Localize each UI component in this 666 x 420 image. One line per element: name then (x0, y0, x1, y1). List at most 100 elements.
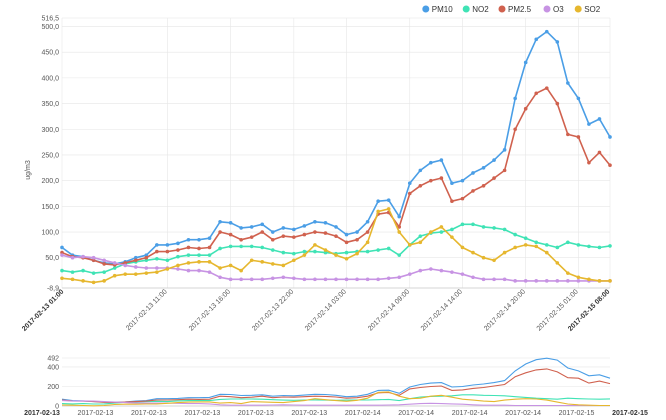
data-point-pm10[interactable] (460, 178, 465, 183)
data-point-pm10[interactable] (60, 245, 64, 250)
data-point-pm10[interactable] (397, 214, 402, 219)
data-point-o3[interactable] (492, 277, 496, 282)
data-point-no2[interactable] (587, 244, 591, 249)
legend-item-o3[interactable]: O3 (543, 5, 565, 14)
data-point-o3[interactable] (239, 277, 243, 282)
data-point-pm25[interactable] (418, 183, 423, 188)
data-point-o3[interactable] (513, 279, 517, 283)
data-point-pm25[interactable] (534, 91, 539, 96)
data-point-pm25[interactable] (587, 160, 591, 165)
data-point-pm25[interactable] (566, 132, 570, 137)
data-point-pm10[interactable] (165, 243, 170, 247)
data-point-o3[interactable] (302, 277, 307, 282)
data-point-pm10[interactable] (302, 224, 307, 228)
data-point-no2[interactable] (60, 268, 64, 273)
data-point-so2[interactable] (386, 207, 391, 211)
data-point-no2[interactable] (597, 245, 602, 250)
data-point-pm25[interactable] (344, 240, 349, 245)
data-point-so2[interactable] (597, 279, 602, 283)
data-point-so2[interactable] (197, 260, 201, 264)
data-point-so2[interactable] (176, 263, 180, 268)
data-point-no2[interactable] (270, 248, 275, 252)
data-point-no2[interactable] (91, 271, 96, 275)
data-point-no2[interactable] (460, 222, 465, 227)
data-point-no2[interactable] (112, 266, 117, 270)
data-point-so2[interactable] (608, 279, 612, 283)
data-point-so2[interactable] (407, 243, 412, 247)
data-point-pm25[interactable] (197, 246, 201, 251)
data-point-pm25[interactable] (91, 258, 96, 263)
data-point-o3[interactable] (313, 277, 317, 282)
data-point-pm10[interactable] (376, 199, 380, 204)
data-point-no2[interactable] (218, 246, 222, 251)
data-point-pm25[interactable] (155, 249, 159, 254)
data-point-no2[interactable] (566, 240, 570, 245)
data-point-pm10[interactable] (407, 181, 412, 186)
data-point-pm25[interactable] (555, 101, 560, 106)
data-point-pm25[interactable] (228, 232, 233, 237)
data-point-so2[interactable] (123, 272, 128, 276)
data-point-no2[interactable] (450, 227, 454, 232)
data-point-so2[interactable] (70, 277, 75, 282)
data-point-pm10[interactable] (481, 166, 486, 170)
data-point-o3[interactable] (407, 272, 412, 276)
data-point-o3[interactable] (270, 276, 275, 281)
data-point-so2[interactable] (249, 258, 254, 263)
data-point-pm25[interactable] (281, 234, 286, 238)
data-point-pm10[interactable] (260, 222, 265, 227)
data-point-pm10[interactable] (471, 171, 475, 175)
data-point-so2[interactable] (376, 209, 380, 214)
data-point-so2[interactable] (112, 273, 117, 278)
data-point-so2[interactable] (165, 267, 170, 271)
data-point-pm25[interactable] (313, 230, 317, 234)
data-point-pm25[interactable] (249, 235, 254, 239)
data-point-pm25[interactable] (133, 258, 138, 263)
data-point-no2[interactable] (492, 226, 496, 230)
data-point-o3[interactable] (355, 277, 359, 282)
data-point-so2[interactable] (502, 250, 507, 255)
data-point-so2[interactable] (270, 262, 275, 266)
data-point-pm10[interactable] (218, 219, 222, 224)
data-point-so2[interactable] (450, 235, 454, 239)
data-point-o3[interactable] (112, 261, 117, 265)
data-point-pm25[interactable] (397, 225, 402, 229)
data-point-pm10[interactable] (186, 237, 191, 242)
data-point-pm25[interactable] (608, 163, 612, 168)
data-point-o3[interactable] (123, 263, 128, 268)
data-point-o3[interactable] (81, 254, 85, 259)
data-point-o3[interactable] (292, 276, 296, 281)
data-point-no2[interactable] (365, 249, 370, 254)
data-point-so2[interactable] (481, 255, 486, 260)
data-point-no2[interactable] (502, 227, 507, 232)
data-point-o3[interactable] (386, 276, 391, 281)
data-point-so2[interactable] (207, 260, 212, 264)
data-point-pm25[interactable] (450, 199, 454, 204)
data-point-pm10[interactable] (313, 219, 317, 224)
data-point-so2[interactable] (155, 270, 159, 274)
data-point-pm10[interactable] (365, 219, 370, 224)
data-point-so2[interactable] (323, 248, 328, 252)
data-point-pm10[interactable] (429, 160, 433, 165)
data-point-pm25[interactable] (123, 261, 128, 265)
data-point-o3[interactable] (91, 255, 96, 260)
data-point-so2[interactable] (555, 261, 560, 265)
data-point-pm25[interactable] (576, 135, 581, 139)
data-point-o3[interactable] (102, 258, 106, 263)
legend-item-so2[interactable]: SO2 (574, 5, 601, 14)
data-point-o3[interactable] (397, 275, 402, 280)
data-point-o3[interactable] (566, 279, 570, 283)
data-point-so2[interactable] (439, 225, 444, 229)
data-point-pm10[interactable] (534, 37, 539, 42)
data-point-o3[interactable] (429, 267, 433, 271)
data-point-o3[interactable] (502, 277, 507, 282)
data-point-so2[interactable] (133, 272, 138, 276)
data-point-no2[interactable] (555, 245, 560, 250)
data-point-pm10[interactable] (576, 96, 581, 101)
data-point-pm10[interactable] (608, 135, 612, 139)
data-point-pm10[interactable] (502, 148, 507, 152)
data-point-no2[interactable] (292, 251, 296, 256)
data-point-no2[interactable] (197, 253, 201, 257)
data-point-pm10[interactable] (523, 60, 528, 65)
data-point-o3[interactable] (439, 268, 444, 273)
